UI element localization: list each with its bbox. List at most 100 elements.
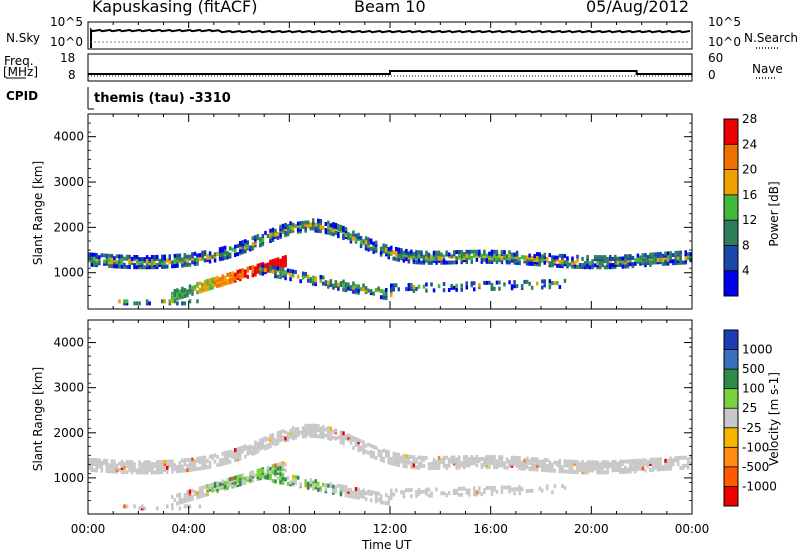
velocity-cell [347,433,350,438]
power-cell [261,263,265,268]
power-cell [312,218,315,223]
velocity-cell [367,450,370,455]
power-cell [309,226,313,231]
power-cell [541,285,544,290]
velocity-cell [654,457,657,462]
power-cell [445,252,448,257]
power-cell [676,252,680,257]
power-cell [319,225,323,230]
power-cell [556,257,559,262]
power-cell [284,222,287,227]
velocity-cell [138,506,141,511]
velocity-cell [503,461,506,466]
velocity-cell [354,487,358,492]
velocity-cell [138,470,141,475]
velocity-cell [495,465,499,470]
power-cell [644,259,647,264]
power-cell [271,235,275,240]
velocity-cell [583,464,587,469]
power-cell [422,254,426,259]
power-cell [193,287,197,291]
velocity-cell [551,468,554,473]
power-cell [576,254,579,259]
velocity-cell [191,461,194,466]
freq-tick-top: 18 [60,51,76,65]
power-cell [530,255,534,260]
velocity-cell [591,460,594,465]
power-ytick-label: 1000 [53,266,84,280]
velocity-cell [125,460,129,464]
power-cell [324,222,328,226]
power-cell [581,263,584,267]
power-cell [661,253,665,258]
velocity-cell [392,457,396,462]
velocity-cell [239,446,242,451]
velocity-cell [515,456,519,460]
velocity-cell [176,493,179,498]
power-cell [666,257,670,262]
velocity-colorbar-tick-label: -1000 [742,479,777,493]
velocity-cell [392,451,396,456]
velocity-cell [329,426,333,431]
power-cell [614,254,617,259]
power-cell [400,252,403,257]
power-cell [490,257,494,262]
velocity-cell [286,431,290,436]
power-cell [216,275,219,280]
velocity-cell [405,488,408,493]
velocity-cell [228,477,232,482]
velocity-cell [281,461,285,466]
velocity-cell [520,487,524,492]
velocity-colorbar-tick-label: -100 [742,440,769,454]
velocity-colorbar-tick-label: 1000 [742,343,773,357]
velocity-cell [256,472,260,477]
power-cell [150,265,154,270]
power-cell [289,221,292,226]
velocity-cell [327,436,330,441]
power-cell [541,254,544,259]
power-cell [306,278,310,283]
power-cell [153,255,156,259]
velocity-cell [337,435,340,440]
velocity-cell [145,470,149,475]
velocity-cell [442,491,446,496]
power-cell [432,252,436,257]
velocity-cell [150,462,154,467]
velocity-cell [256,441,260,446]
power-cell [530,257,534,262]
power-cell [281,264,285,269]
velocity-cell [274,473,277,478]
power-cell [606,257,609,261]
velocity-cell [125,470,129,475]
velocity-cell [515,462,519,467]
power-cell [130,259,134,263]
velocity-cell [183,497,187,502]
power-cell [110,254,114,258]
power-cell [173,299,177,304]
power-cell [163,254,167,259]
velocity-cell [269,470,272,475]
power-cell [279,271,282,276]
velocity-cell [445,463,448,468]
power-cell [357,290,360,295]
velocity-cell [163,461,167,466]
power-colorbar-swatch [724,220,738,246]
power-cell [354,237,358,242]
power-cell [259,264,262,269]
velocity-cell [249,475,252,480]
velocity-cell [596,460,599,465]
power-cell [95,259,99,264]
power-cell [435,256,438,261]
velocity-cell [256,445,260,450]
power-cell [206,281,209,286]
power-cell [571,264,574,269]
power-cell [223,249,227,254]
power-cell [213,254,217,259]
power-cell [558,264,562,268]
velocity-cell [400,459,403,464]
power-cell [327,228,330,233]
velocity-cell [359,492,363,497]
power-cell [556,281,559,285]
power-cell [138,257,141,262]
power-cell [543,279,547,284]
